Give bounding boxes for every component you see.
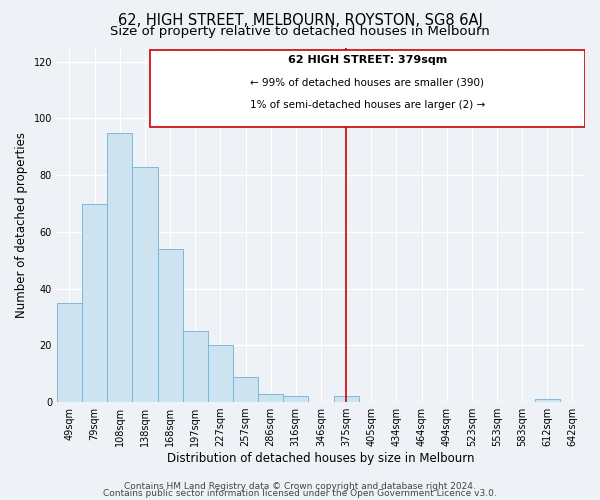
Text: 1% of semi-detached houses are larger (2) →: 1% of semi-detached houses are larger (2… bbox=[250, 100, 485, 110]
Text: ← 99% of detached houses are smaller (390): ← 99% of detached houses are smaller (39… bbox=[250, 78, 484, 88]
Text: Contains HM Land Registry data © Crown copyright and database right 2024.: Contains HM Land Registry data © Crown c… bbox=[124, 482, 476, 491]
Bar bbox=[158, 249, 182, 402]
Bar bbox=[57, 303, 82, 402]
Bar bbox=[208, 346, 233, 402]
Text: 62 HIGH STREET: 379sqm: 62 HIGH STREET: 379sqm bbox=[288, 54, 447, 64]
Y-axis label: Number of detached properties: Number of detached properties bbox=[15, 132, 28, 318]
Bar bbox=[233, 376, 258, 402]
FancyBboxPatch shape bbox=[150, 50, 585, 127]
Text: 62, HIGH STREET, MELBOURN, ROYSTON, SG8 6AJ: 62, HIGH STREET, MELBOURN, ROYSTON, SG8 … bbox=[118, 12, 482, 28]
Bar bbox=[133, 166, 158, 402]
Bar bbox=[182, 331, 208, 402]
Bar bbox=[334, 396, 359, 402]
X-axis label: Distribution of detached houses by size in Melbourn: Distribution of detached houses by size … bbox=[167, 452, 475, 465]
Bar bbox=[107, 132, 133, 402]
Bar bbox=[535, 399, 560, 402]
Text: Size of property relative to detached houses in Melbourn: Size of property relative to detached ho… bbox=[110, 25, 490, 38]
Text: Contains public sector information licensed under the Open Government Licence v3: Contains public sector information licen… bbox=[103, 490, 497, 498]
Bar bbox=[258, 394, 283, 402]
Bar bbox=[82, 204, 107, 402]
Bar bbox=[283, 396, 308, 402]
